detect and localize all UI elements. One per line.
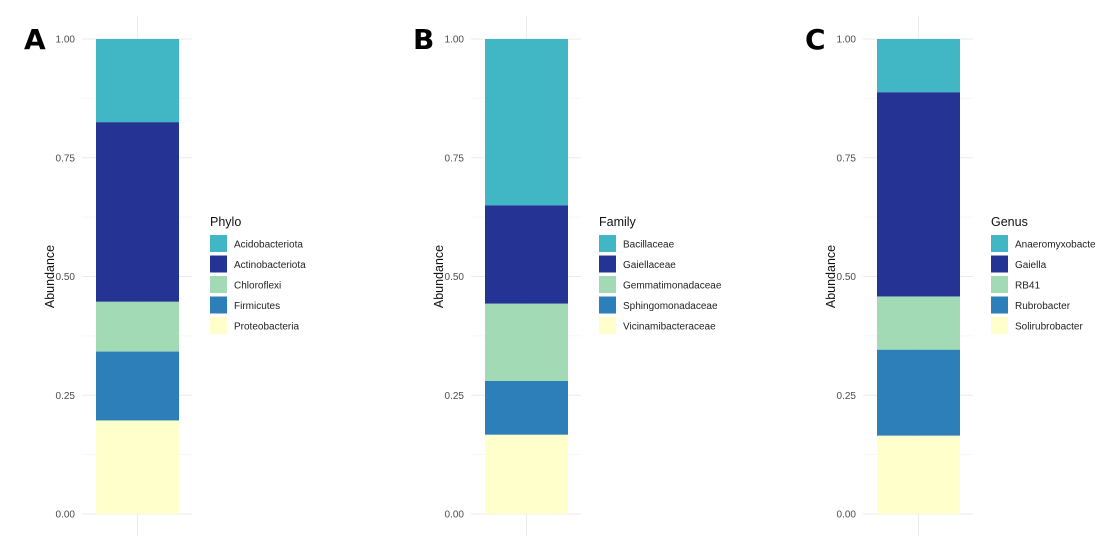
chart-panel-c: C 0.00 0.25 0.50 0.75 1.00 Abundance Genus Anaer… — [781, 0, 1096, 546]
panel-label-b: B — [413, 23, 434, 56]
legend-key-solirubrobacter — [991, 317, 1008, 334]
legend-key-rb41 — [991, 276, 1008, 293]
y-tick-label: 1.00 — [837, 35, 857, 46]
y-tick-label: 1.00 — [56, 35, 76, 46]
chart-svg-c: C 0.00 0.25 0.50 0.75 1.00 Abundance Genus Anaer… — [805, 16, 1096, 536]
legend-key-proteobacteria — [210, 317, 227, 334]
bar-segment-chloroflexi — [96, 301, 179, 352]
bar-segment-anaeromyxobacter — [877, 39, 960, 93]
legend-label: Proteobacteria — [234, 322, 299, 333]
bar-segment-acidobacteriota — [96, 39, 179, 123]
bar-segment-bacillaceae — [485, 39, 568, 206]
legend-label: Vicinamibacteraceae — [623, 322, 716, 333]
legend-key-gaiellaceae — [599, 255, 616, 273]
legend-title: Family — [599, 215, 637, 229]
legend-key-gaiella — [991, 255, 1008, 273]
chart-panel-b: B 0.00 0.25 0.50 0.75 1.00 Abundance Family Baci… — [389, 0, 754, 546]
y-tick-label: 0.50 — [56, 272, 76, 283]
legend-key-acidobacteriota — [210, 235, 227, 252]
legend-title: Genus — [991, 215, 1028, 229]
legend-label: Chloroflexi — [234, 281, 281, 292]
legend-key-sphingomonadaceae — [599, 296, 616, 314]
legend-label: Firmicutes — [234, 301, 280, 312]
chart-svg-b: B 0.00 0.25 0.50 0.75 1.00 Abundance Family Baci… — [413, 16, 722, 536]
legend-label: Bacillaceae — [623, 240, 675, 251]
y-tick-label: 0.00 — [56, 510, 76, 521]
y-tick-label: 0.25 — [56, 391, 76, 402]
chart-panel-a: A 0.00 0.25 0.50 0.75 1.00 Abundance Phylo Acido… — [0, 0, 365, 546]
legend-key-chloroflexi — [210, 276, 227, 293]
legend-key-rubrobacter — [991, 296, 1008, 314]
y-tick-label: 0.00 — [445, 510, 465, 521]
bar-segment-vicinamibacteraceae — [485, 434, 568, 514]
y-tick-label: 0.50 — [445, 272, 465, 283]
bar-segment-proteobacteria — [96, 420, 179, 514]
legend-label: RB41 — [1015, 281, 1040, 292]
y-tick-label: 0.75 — [837, 153, 857, 164]
bar-segment-gaiella — [877, 92, 960, 297]
legend-label: Solirubrobacter — [1015, 322, 1083, 333]
legend-label: Gaiella — [1015, 260, 1047, 271]
legend-label: Anaeromyxobacter — [1015, 240, 1096, 251]
y-axis-title: Abundance — [824, 245, 838, 308]
legend-title: Phylo — [210, 215, 241, 229]
bar-segment-gaiellaceae — [485, 205, 568, 304]
legend-label: Rubrobacter — [1015, 301, 1071, 312]
panel-label-a: A — [24, 23, 46, 56]
y-tick-label: 0.50 — [837, 272, 857, 283]
chart-svg-a: A 0.00 0.25 0.50 0.75 1.00 Abundance Phylo Acido… — [24, 16, 306, 536]
y-tick-label: 0.00 — [837, 510, 857, 521]
y-tick-label: 1.00 — [445, 35, 465, 46]
legend-key-firmicutes — [210, 296, 227, 314]
bar-segment-firmicutes — [96, 351, 179, 421]
legend-key-actinobacteriota — [210, 255, 227, 273]
bar-segment-rb41 — [877, 296, 960, 350]
y-tick-label: 0.75 — [56, 153, 76, 164]
legend-label: Acidobacteriota — [234, 240, 303, 251]
legend-key-vicinamibacteraceae — [599, 317, 616, 334]
bar-segment-actinobacteriota — [96, 122, 179, 302]
bar-segment-sphingomonadaceae — [485, 381, 568, 435]
legend-key-gemmatimonadaceae — [599, 276, 616, 293]
y-tick-label: 0.25 — [445, 391, 465, 402]
legend-label: Gaiellaceae — [623, 260, 676, 271]
legend-label: Gemmatimonadaceae — [623, 281, 722, 292]
panel-label-c: C — [805, 23, 826, 56]
y-tick-label: 0.25 — [837, 391, 857, 402]
legend-label: Actinobacteriota — [234, 260, 306, 271]
y-tick-label: 0.75 — [445, 153, 465, 164]
legend-label: Sphingomonadaceae — [623, 301, 718, 312]
legend-key-bacillaceae — [599, 235, 616, 252]
y-axis-title: Abundance — [43, 245, 57, 308]
y-axis-title: Abundance — [432, 245, 446, 308]
bar-segment-rubrobacter — [877, 349, 960, 436]
legend-key-anaeromyxobacter — [991, 235, 1008, 252]
bar-segment-solirubrobacter — [877, 435, 960, 514]
bar-segment-gemmatimonadaceae — [485, 303, 568, 381]
